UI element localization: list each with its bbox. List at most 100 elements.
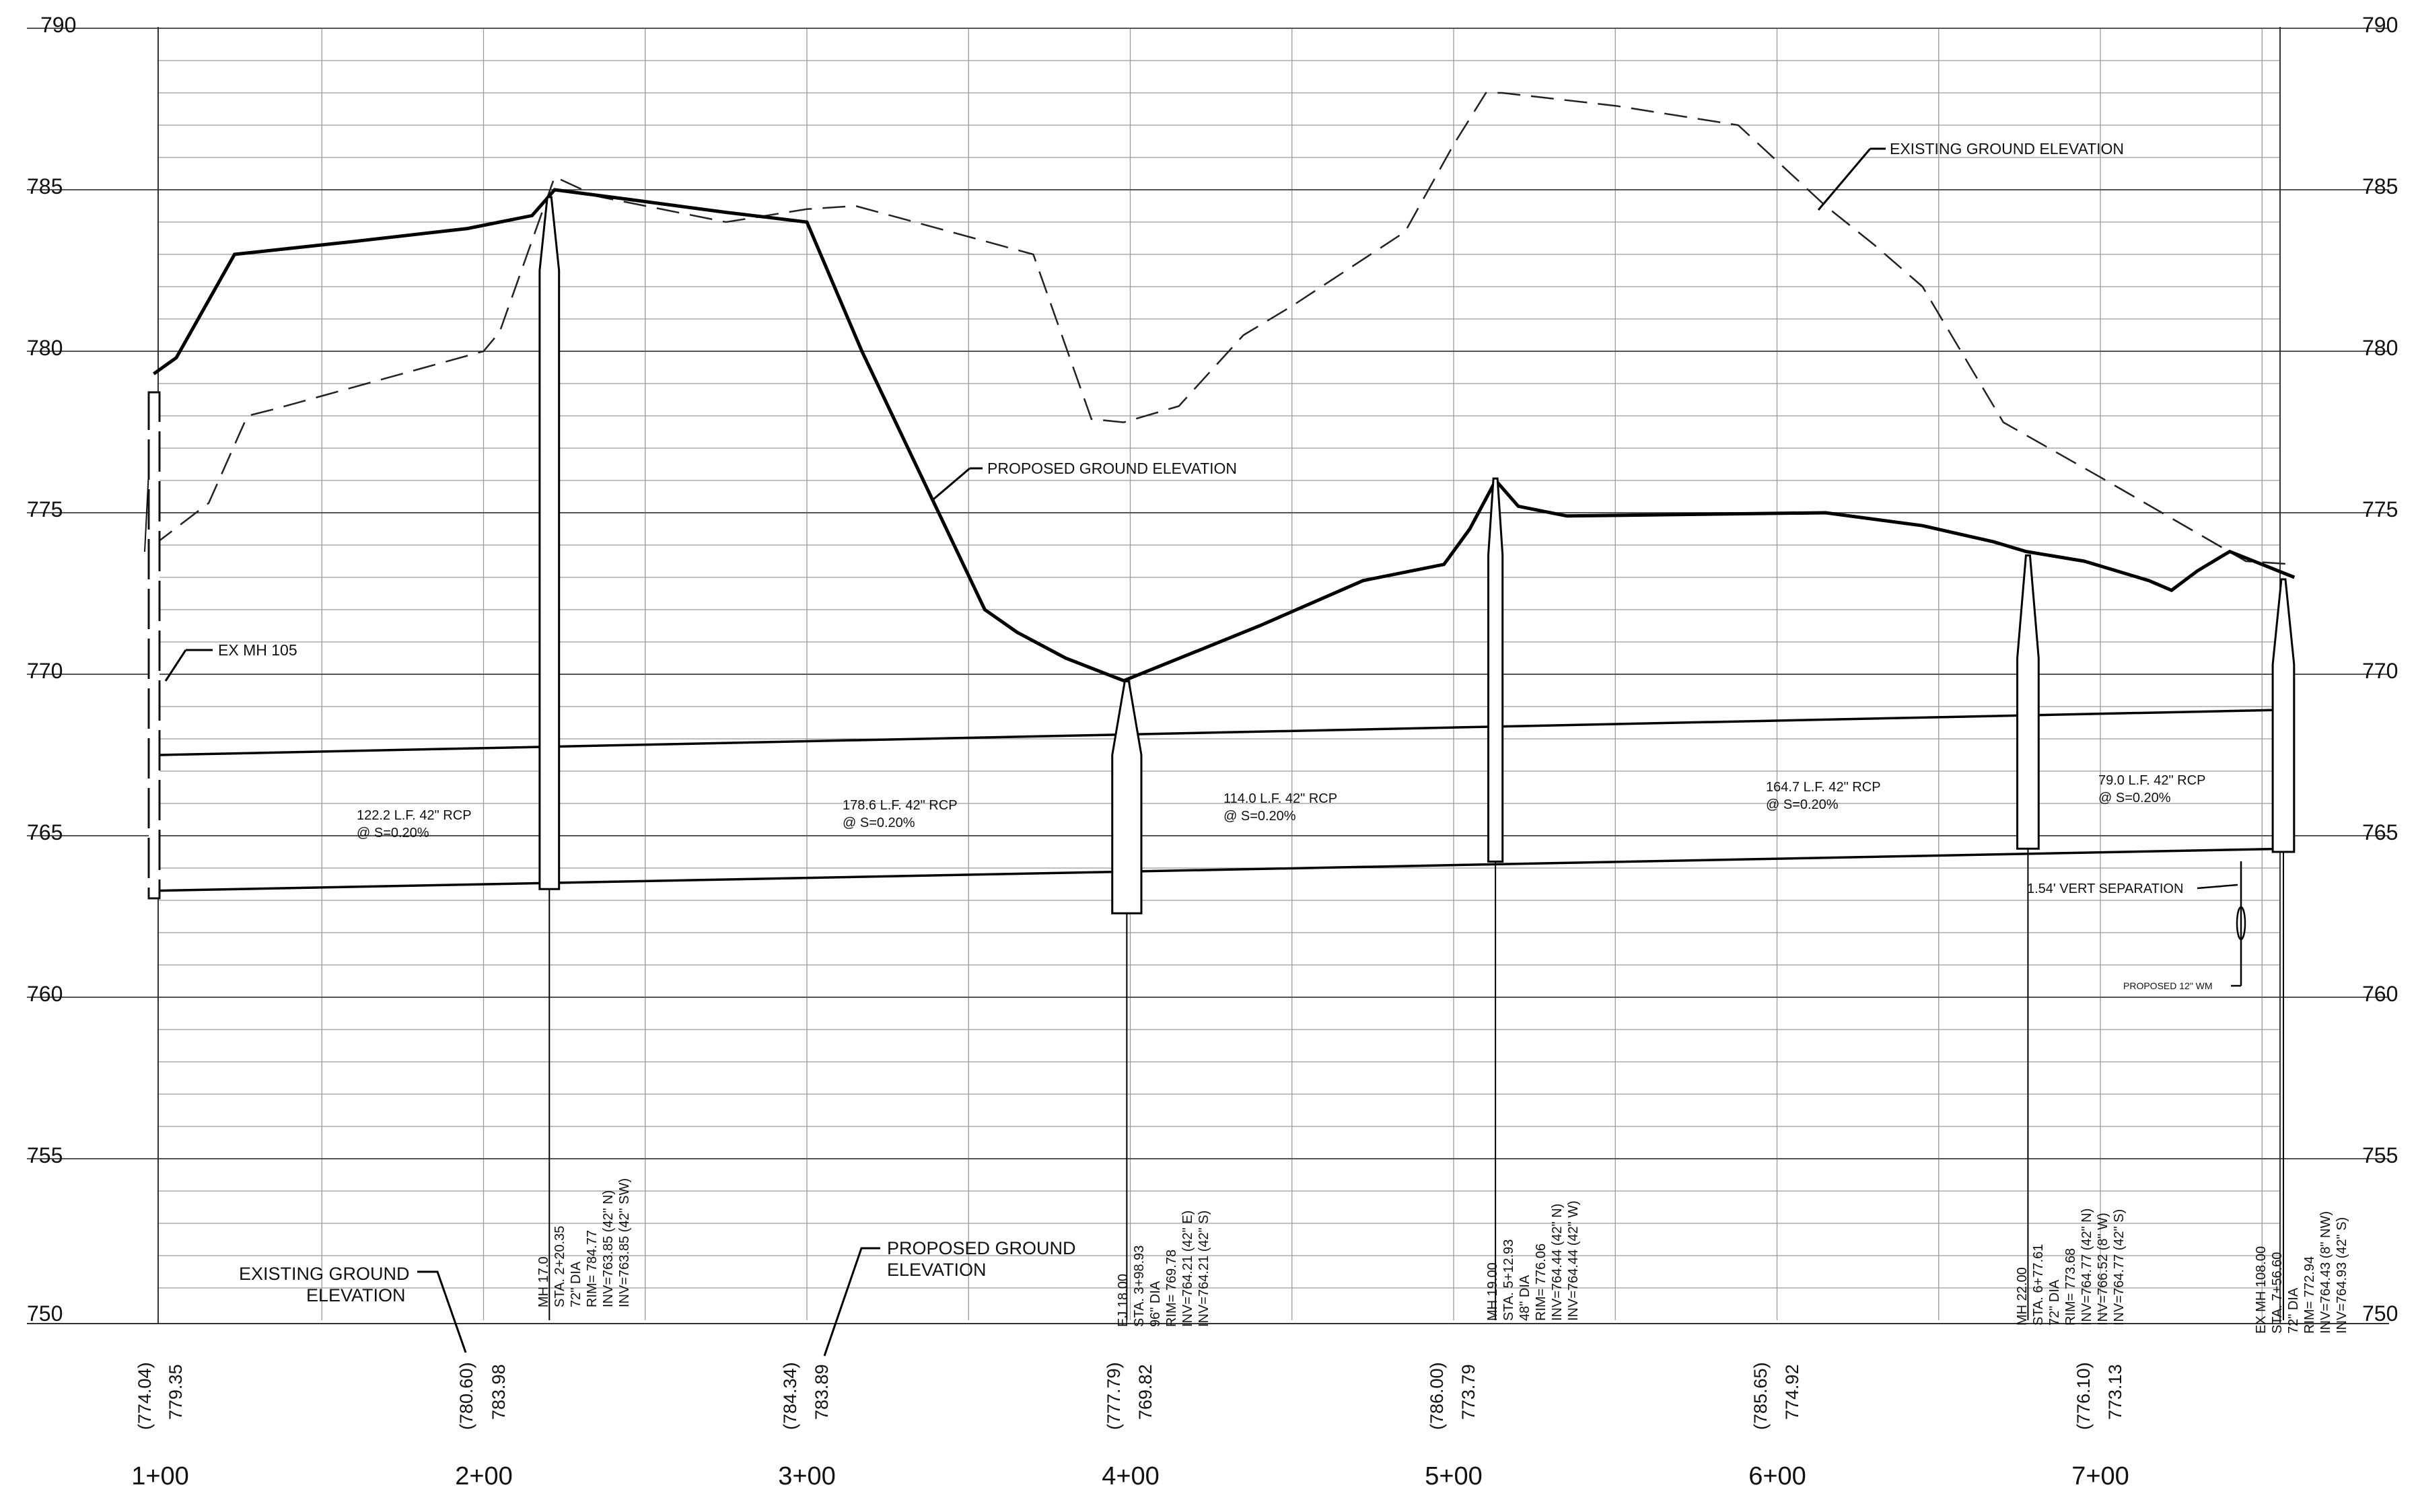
pipe-crown-line — [159, 709, 2288, 756]
elev-label-right: 780 — [2362, 336, 2398, 360]
structure-label-line: INV=764.77 (42" S) — [2112, 1209, 2127, 1326]
existing-elevation-label: (786.00) — [1427, 1362, 1447, 1430]
minor-grid — [158, 28, 2280, 1320]
structure-label-line: RIM= 773.68 — [2063, 1248, 2078, 1326]
existing-elevation-label: (776.10) — [2073, 1362, 2094, 1430]
elev-label-left: 750 — [27, 1301, 63, 1326]
manhole-structure — [1487, 477, 1504, 863]
proposed-elevation-label: 783.89 — [812, 1364, 832, 1420]
structure-label-line: RIM= 784.77 — [585, 1230, 600, 1307]
pipe-run-label: 79.0 L.F. 42" RCP — [2098, 773, 2205, 788]
structure-label-ej-18: EJ 18.00 STA. 3+98.93 96" DIA RIM= 769.7… — [1116, 1211, 1211, 1327]
structure-label-line: INV=766.52 (8" W) — [2096, 1213, 2110, 1326]
elev-label-left: 770 — [27, 659, 63, 683]
structure-label-line: RIM= 769.78 — [1164, 1250, 1179, 1327]
proposed-elevation-label: 774.92 — [1782, 1364, 1802, 1420]
proposed-wm-callout: PROPOSED 12" WM — [2123, 980, 2213, 991]
station-label: 3+00 — [778, 1462, 836, 1490]
structure-label-mh-22: MH 22.00 STA. 6+77.61 72" DIA RIM= 773.6… — [2015, 1209, 2127, 1326]
pipe-run-slope: @ S=0.20% — [1766, 797, 1839, 812]
elev-label-left: 755 — [27, 1143, 63, 1167]
pipe-run-label: 122.2 L.F. 42" RCP — [357, 808, 472, 823]
manhole-structure — [2016, 554, 2040, 850]
structure-label-line: INV=764.21 (42" E) — [1180, 1211, 1195, 1327]
structure-label-line: 72" DIA — [569, 1261, 583, 1307]
structure-label-line: EX MH 108.00 — [2254, 1246, 2269, 1334]
structure-label-line: INV=763.85 (42" SW) — [617, 1178, 632, 1307]
structure-label-line: STA. 2+20.35 — [553, 1226, 567, 1307]
pipe-run-slope: @ S=0.20% — [357, 826, 429, 840]
bottom-existing-ground-line2: ELEVATION — [306, 1285, 406, 1305]
pipe-run-slope: @ S=0.20% — [1223, 809, 1296, 824]
elev-label-left: 765 — [27, 820, 63, 844]
leader-line — [417, 1270, 467, 1353]
callout-ex-mh-105: EX MH 105 — [164, 641, 297, 682]
ex-mh-105-callout: EX MH 105 — [218, 641, 297, 659]
callout-existing-ground-bottom: EXISTING GROUND ELEVATION — [239, 1264, 467, 1353]
elev-label-left: 760 — [27, 982, 63, 1006]
callout-existing-ground-top: EXISTING GROUND ELEVATION — [1817, 140, 2124, 211]
elev-label-left: 775 — [27, 497, 63, 521]
station-label: 2+00 — [455, 1462, 513, 1490]
structure-label-line: 96" DIA — [1148, 1281, 1163, 1327]
existing-elevation-label: (785.65) — [1750, 1362, 1771, 1430]
major-grid — [27, 28, 2389, 1159]
structure-label-line: STA. 7+56.60 — [2270, 1252, 2285, 1334]
manhole-structure — [1111, 680, 1143, 914]
pipe-run-label: 178.6 L.F. 42" RCP — [843, 798, 958, 813]
pipe-run-labels: 122.2 L.F. 42" RCP @ S=0.20% 178.6 L.F. … — [357, 773, 2205, 840]
structure-label-line: MH 22.00 — [2015, 1267, 2030, 1326]
elevation-axis-left: 790 785 780 775 770 765 760 755 750 — [27, 13, 76, 1326]
elev-label-right: 790 — [2362, 13, 2398, 37]
pipe-run-slope: @ S=0.20% — [2098, 791, 2171, 805]
leader-line — [823, 1247, 880, 1357]
structure-label-line: INV=764.43 (8" NW) — [2318, 1211, 2333, 1334]
structure-label-line: STA. 5+12.93 — [1501, 1239, 1516, 1321]
structure-label-line: INV=764.44 (42" N) — [1550, 1204, 1565, 1321]
proposed-elevation-label: 773.13 — [2105, 1364, 2125, 1420]
ex-mh-105-body — [147, 391, 161, 900]
structure-label-line: STA. 3+98.93 — [1132, 1246, 1147, 1327]
elev-label-left: 780 — [27, 336, 63, 360]
structure-label-line: INV=764.21 (42" S) — [1197, 1211, 1211, 1327]
leader-line — [933, 467, 970, 501]
water-main-symbol — [2236, 906, 2246, 941]
proposed-elevation-label: 783.98 — [489, 1364, 509, 1420]
elev-label-right: 755 — [2362, 1143, 2398, 1167]
station-label: 5+00 — [1425, 1462, 1483, 1490]
existing-elevation-label: (780.60) — [456, 1362, 476, 1430]
callout-vert-separation: 1.54' VERT SEPARATION PROPOSED 12" WM — [2027, 861, 2246, 991]
existing-elevation-label: (777.79) — [1104, 1362, 1124, 1430]
structure-label-line: INV=764.44 (42" W) — [1566, 1200, 1581, 1321]
structure-label-line: 48" DIA — [1518, 1274, 1532, 1321]
structure-label-line: 72" DIA — [2286, 1287, 2301, 1334]
station-label: 7+00 — [2071, 1462, 2129, 1490]
structure-label-line: RIM= 772.94 — [2302, 1256, 2317, 1334]
proposed-ground-callout: PROPOSED GROUND ELEVATION — [987, 460, 1237, 477]
manholes — [538, 196, 2296, 1320]
structure-label-line: STA. 6+77.61 — [2031, 1244, 2046, 1326]
elev-label-left: 785 — [27, 174, 63, 199]
elev-label-right: 750 — [2362, 1301, 2398, 1326]
bottom-proposed-ground-line1: PROPOSED GROUND — [887, 1238, 1076, 1258]
elev-label-right: 770 — [2362, 659, 2398, 683]
station-label: 6+00 — [1748, 1462, 1806, 1490]
callout-proposed-ground-bottom: PROPOSED GROUND ELEVATION — [823, 1238, 1076, 1357]
ex-mh-105-cone — [144, 470, 149, 552]
existing-elevation-label: (774.04) — [135, 1362, 155, 1430]
leader-line — [1817, 148, 1872, 211]
elev-label-right: 765 — [2362, 820, 2398, 844]
elev-label-right: 775 — [2362, 497, 2398, 521]
bottom-existing-ground-line1: EXISTING GROUND — [239, 1264, 410, 1284]
elevation-axis-right: 790 785 780 775 770 765 760 755 750 — [2362, 13, 2398, 1326]
structure-label-line: INV=764.93 (42" S) — [2335, 1217, 2349, 1334]
structure-label-ex-mh-108: EX MH 108.00 STA. 7+56.60 72" DIA RIM= 7… — [2254, 1211, 2349, 1334]
leader-line — [164, 649, 187, 682]
structure-label-line: RIM= 776.06 — [1534, 1244, 1549, 1321]
structure-label-line: INV=763.85 (42" N) — [601, 1190, 616, 1307]
leader-line — [2197, 884, 2238, 890]
bottom-proposed-ground-line2: ELEVATION — [887, 1260, 987, 1280]
pipe-run-label: 164.7 L.F. 42" RCP — [1766, 780, 1881, 795]
